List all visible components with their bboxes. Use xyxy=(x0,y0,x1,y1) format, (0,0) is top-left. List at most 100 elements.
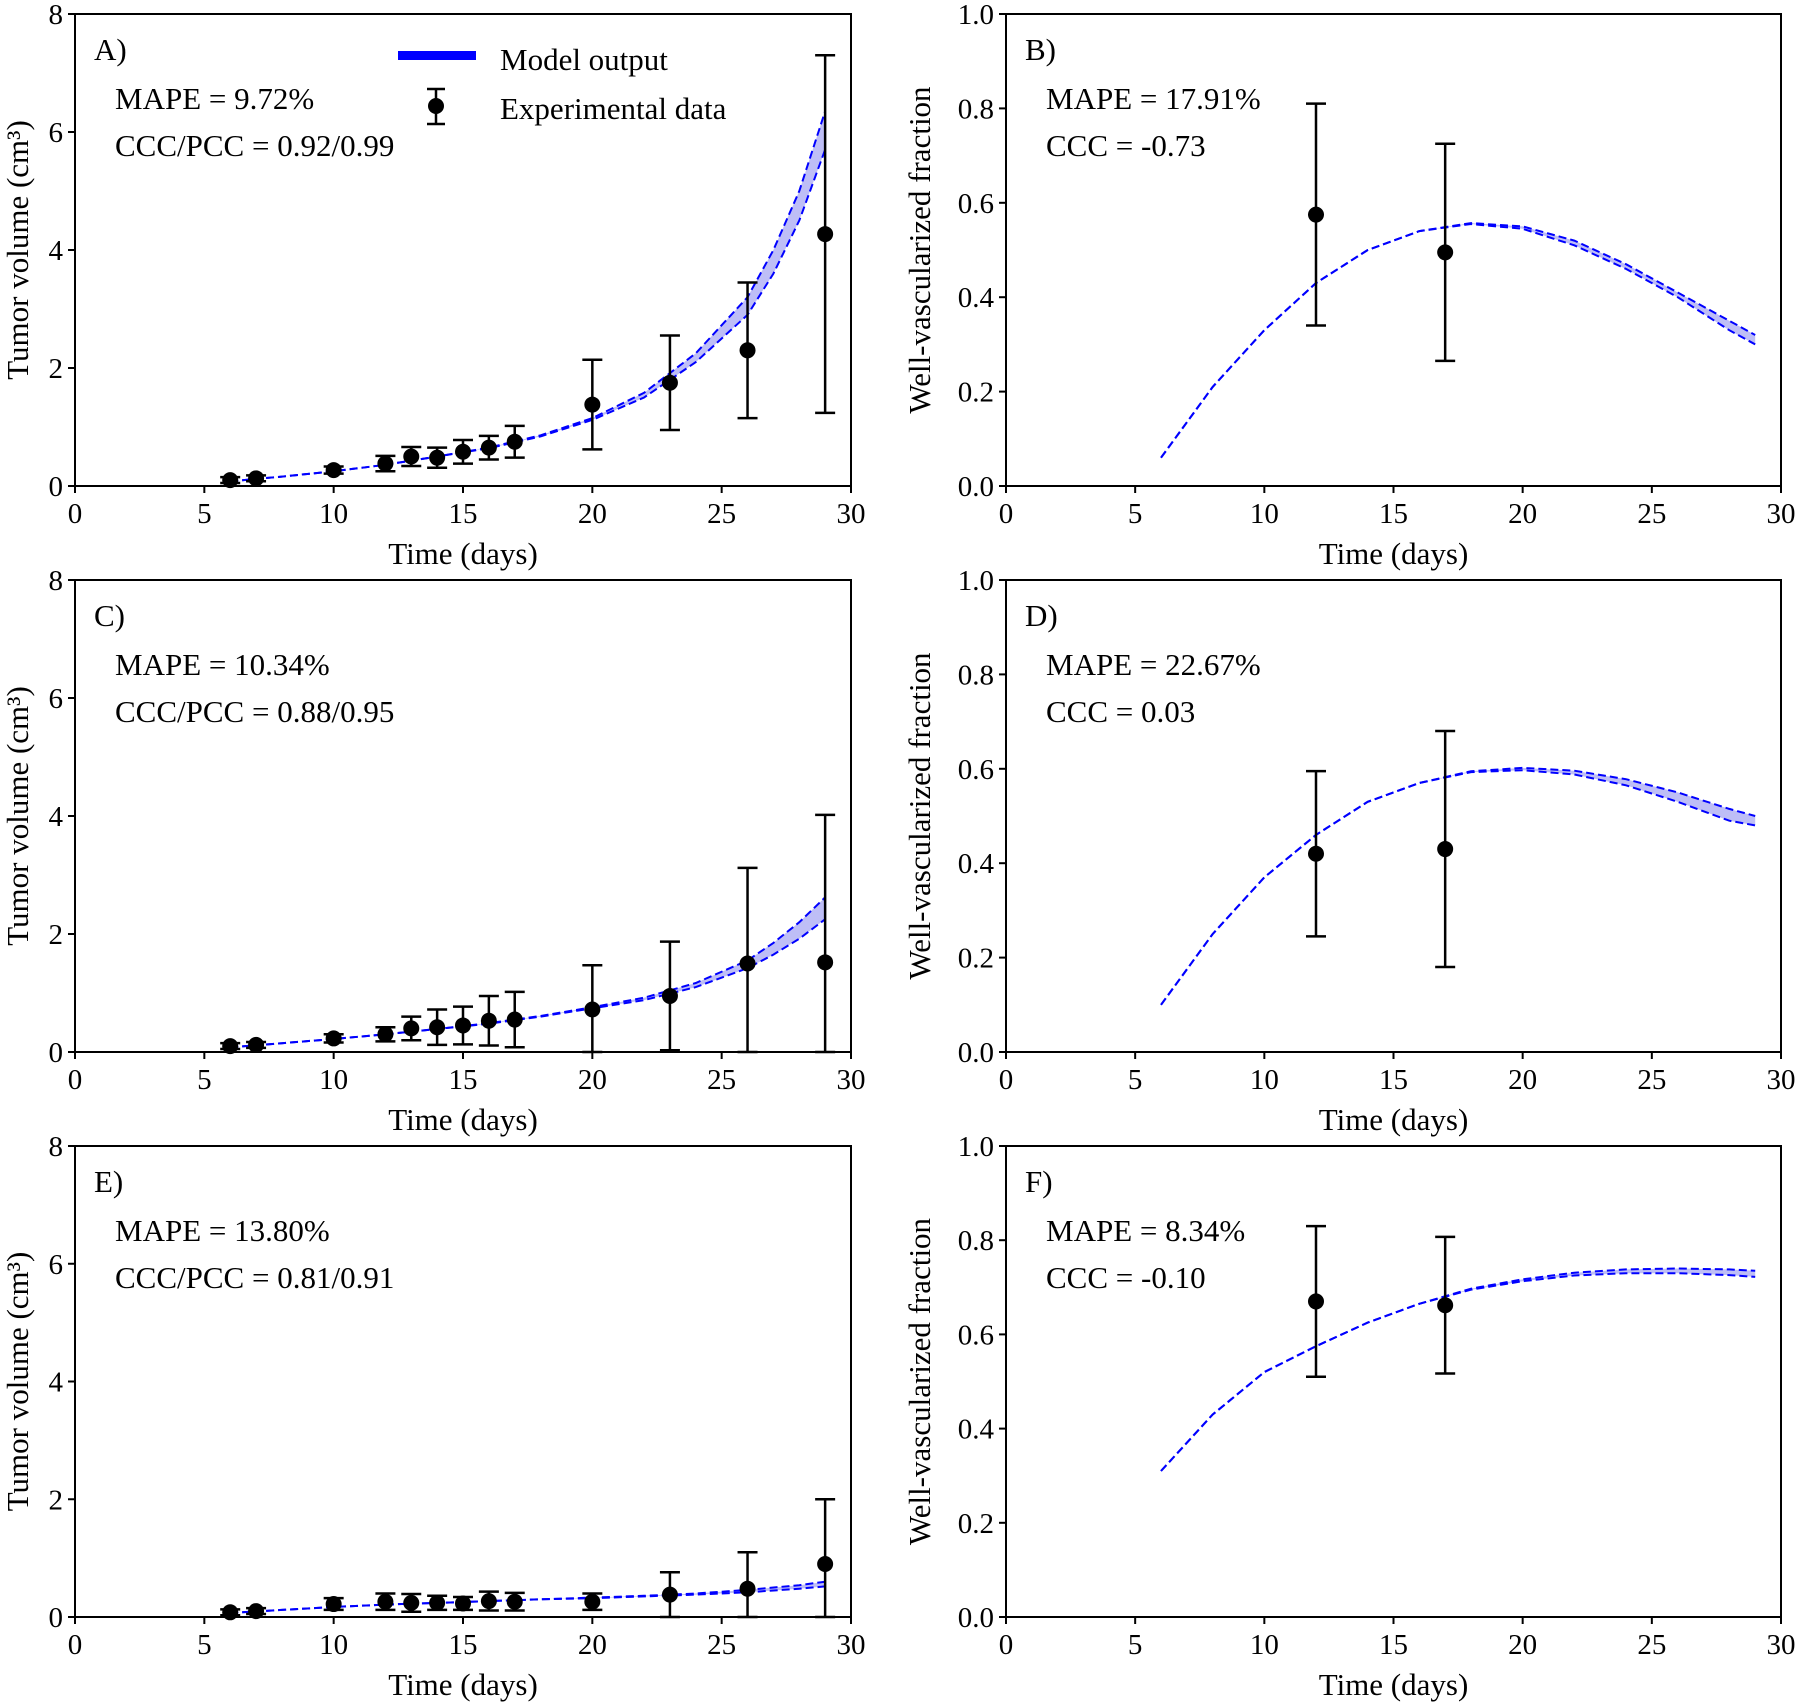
data-point xyxy=(325,1596,342,1613)
model-band xyxy=(230,111,826,482)
data-point xyxy=(817,1556,834,1573)
x-tick-label: 20 xyxy=(578,1064,607,1096)
x-tick-label: 10 xyxy=(319,1064,348,1096)
data-point xyxy=(403,448,420,465)
y-axis-label: Well-vascularized fraction xyxy=(902,86,937,414)
y-axis-label: Well-vascularized fraction xyxy=(902,1217,937,1545)
y-tick-label: 4 xyxy=(49,235,64,267)
legend-data-label: Experimental data xyxy=(500,91,727,126)
x-tick-label: 30 xyxy=(837,498,866,530)
panel-a: 0 5 10 15 20 25 30 0 2 4 6 8 Time (days) Tumor volume… xyxy=(0,0,866,571)
x-tick-label: 15 xyxy=(449,1064,478,1096)
panel-label: C) xyxy=(94,598,125,633)
x-tick-label: 10 xyxy=(1250,498,1279,530)
ccc-annotation: CCC = 0.03 xyxy=(1046,694,1195,729)
y-tick-label: 0.4 xyxy=(958,848,995,880)
data-point xyxy=(1308,206,1324,223)
x-tick-label: 0 xyxy=(999,1629,1014,1661)
x-axis-label: Time (days) xyxy=(388,1667,538,1702)
panel-label: B) xyxy=(1025,32,1056,67)
ccc-annotation: CCC/PCC = 0.81/0.91 xyxy=(115,1260,394,1295)
x-axis-label: Time (days) xyxy=(1319,536,1469,571)
y-tick-label: 0.0 xyxy=(958,471,994,503)
y-tick-label: 1.0 xyxy=(958,565,994,597)
data-point xyxy=(1437,244,1454,261)
data-point xyxy=(403,1594,420,1611)
y-tick-label: 8 xyxy=(49,565,64,597)
data-point xyxy=(429,449,446,466)
y-tick-label: 0.0 xyxy=(958,1037,994,1069)
x-tick-label: 20 xyxy=(578,1629,607,1661)
data-point xyxy=(377,1593,394,1610)
panel-label: E) xyxy=(94,1164,123,1199)
data-point xyxy=(248,1603,265,1620)
x-tick-label: 25 xyxy=(707,1629,736,1661)
mape-annotation: MAPE = 13.80% xyxy=(115,1213,330,1248)
x-tick-label: 5 xyxy=(197,498,212,530)
x-tick-label: 0 xyxy=(999,1064,1014,1096)
y-tick-label: 8 xyxy=(49,1131,64,1163)
data-point xyxy=(480,1593,497,1610)
x-tick-label: 20 xyxy=(1508,498,1537,530)
data-point xyxy=(584,1593,601,1610)
legend: Model output Experimental data xyxy=(398,42,727,126)
y-tick-label: 4 xyxy=(49,1367,64,1399)
model-lower-line xyxy=(230,918,826,1049)
y-axis-label: Well-vascularized fraction xyxy=(902,652,937,980)
y-axis-label: Tumor volume (cm³) xyxy=(0,120,35,380)
y-tick-label: 8 xyxy=(49,0,64,31)
data-point xyxy=(739,1580,756,1597)
mape-annotation: MAPE = 17.91% xyxy=(1046,81,1261,116)
y-tick-label: 0.0 xyxy=(958,1602,994,1634)
data-point xyxy=(480,1012,497,1029)
y-tick-label: 0.6 xyxy=(958,188,994,220)
data-point xyxy=(325,1030,342,1047)
legend-model-label: Model output xyxy=(500,42,668,77)
data-point xyxy=(739,342,756,359)
x-axis-label: Time (days) xyxy=(388,1102,538,1137)
panel-f: 0 5 10 15 20 25 30 0.0 0.2 0.4 0.6 0.8 1.0 Time (days… xyxy=(902,1131,1796,1702)
data-point xyxy=(403,1020,420,1037)
x-tick-label: 15 xyxy=(449,498,478,530)
data-point xyxy=(248,470,265,487)
x-axis-label: Time (days) xyxy=(1319,1667,1469,1702)
model-band xyxy=(1161,1268,1756,1471)
panel-label: A) xyxy=(94,32,127,67)
data-point xyxy=(661,1586,678,1603)
y-tick-label: 0.2 xyxy=(958,943,994,975)
x-tick-label: 30 xyxy=(1767,1064,1796,1096)
ccc-annotation: CCC/PCC = 0.88/0.95 xyxy=(115,694,394,729)
data-point xyxy=(429,1019,446,1036)
y-tick-label: 1.0 xyxy=(958,0,994,31)
x-tick-label: 15 xyxy=(1379,1629,1408,1661)
x-tick-label: 15 xyxy=(449,1629,478,1661)
x-tick-label: 25 xyxy=(707,1064,736,1096)
x-tick-label: 0 xyxy=(999,498,1014,530)
y-tick-label: 6 xyxy=(49,683,64,715)
data-point xyxy=(455,443,471,460)
panel-d: 0 5 10 15 20 25 30 0.0 0.2 0.4 0.6 0.8 1.0 Time (days… xyxy=(902,565,1796,1137)
model-upper-line xyxy=(1160,766,1756,1006)
x-tick-label: 5 xyxy=(1128,1629,1143,1661)
x-tick-label: 5 xyxy=(1128,1064,1143,1096)
data-point xyxy=(429,1594,446,1611)
mape-annotation: MAPE = 8.34% xyxy=(1046,1213,1245,1248)
data-point xyxy=(455,1017,471,1034)
data-point xyxy=(506,1011,523,1028)
x-axis-label: Time (days) xyxy=(388,536,538,571)
data-point xyxy=(817,954,834,971)
data-point xyxy=(661,987,678,1004)
data-point xyxy=(584,1001,601,1018)
x-tick-label: 0 xyxy=(68,1629,83,1661)
y-tick-label: 2 xyxy=(49,353,64,385)
data-point xyxy=(661,374,678,391)
x-tick-label: 25 xyxy=(1637,498,1666,530)
x-tick-label: 30 xyxy=(1767,1629,1796,1661)
x-tick-label: 20 xyxy=(1508,1064,1537,1096)
model-upper-line xyxy=(230,111,827,483)
y-axis-label: Tumor volume (cm³) xyxy=(0,1252,35,1512)
y-tick-label: 2 xyxy=(49,1484,64,1516)
ccc-annotation: CCC = -0.10 xyxy=(1046,1260,1206,1295)
model-band xyxy=(1161,223,1756,458)
